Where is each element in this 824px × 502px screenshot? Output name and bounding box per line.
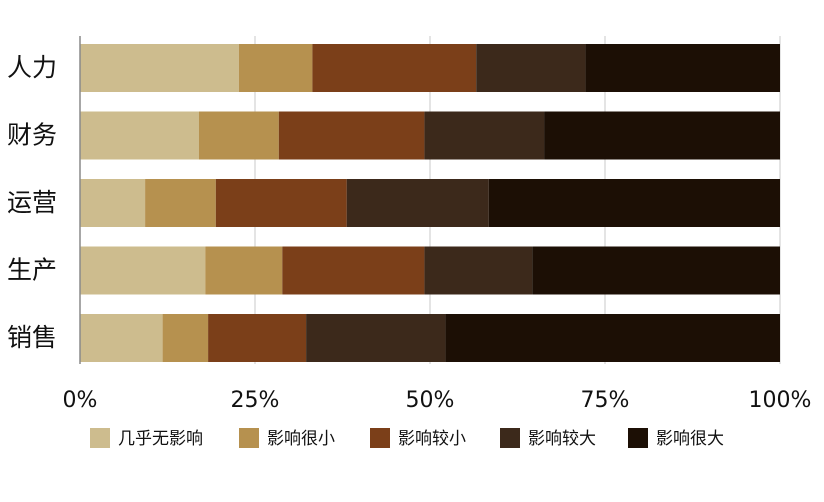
- legend-swatch: [90, 428, 110, 448]
- bar-segment: [80, 44, 239, 92]
- legend-swatch: [370, 428, 390, 448]
- x-tick-label: 100%: [749, 388, 812, 413]
- bar-segment: [346, 179, 489, 227]
- legend-label: 影响很小: [267, 429, 335, 449]
- bar-segment: [80, 179, 146, 227]
- category-label: 财务: [7, 121, 57, 150]
- bar-segment: [208, 314, 307, 362]
- category-label: 生产: [7, 256, 57, 285]
- bar-segment: [80, 111, 199, 160]
- legend-label: 影响较大: [528, 429, 596, 449]
- x-tick-label: 75%: [581, 388, 630, 413]
- x-tick-labels: 0% 25% 50% 75% 100%: [63, 388, 812, 413]
- bar-segment: [205, 246, 283, 295]
- category-label: 运营: [7, 188, 57, 217]
- category-label: 人力: [7, 53, 57, 82]
- bars: [80, 44, 780, 362]
- bar-segment: [199, 111, 279, 160]
- bar-segment: [312, 44, 477, 92]
- legend-label: 几乎无影响: [118, 429, 203, 449]
- bar-segment: [282, 246, 425, 295]
- legend-label: 影响较小: [398, 429, 466, 449]
- legend-swatch: [239, 428, 259, 448]
- legend-swatch: [500, 428, 520, 448]
- bar-segment: [278, 111, 425, 160]
- bar-segment: [532, 246, 780, 295]
- bar-segment: [585, 44, 780, 92]
- bar-segment: [306, 314, 446, 362]
- bar-segment: [424, 111, 545, 160]
- bar-segment: [80, 314, 163, 362]
- bar-segment: [238, 44, 313, 92]
- bar-segment: [476, 44, 586, 92]
- legend: 几乎无影响 影响很小 影响较小 影响较大 影响很大: [90, 428, 724, 449]
- bar-segment: [145, 179, 216, 227]
- bar-segment: [488, 179, 780, 227]
- bar-segment: [445, 314, 780, 362]
- legend-label: 影响很大: [656, 429, 724, 449]
- category-label: 销售: [7, 323, 57, 352]
- bar-segment: [215, 179, 347, 227]
- bar-segment: [424, 246, 533, 295]
- legend-swatch: [628, 428, 648, 448]
- x-tick-label: 0%: [63, 388, 98, 413]
- bar-segment: [544, 111, 780, 160]
- x-tick-label: 50%: [406, 388, 455, 413]
- x-tick-label: 25%: [231, 388, 280, 413]
- bar-segment: [80, 246, 206, 295]
- bar-segment: [162, 314, 209, 362]
